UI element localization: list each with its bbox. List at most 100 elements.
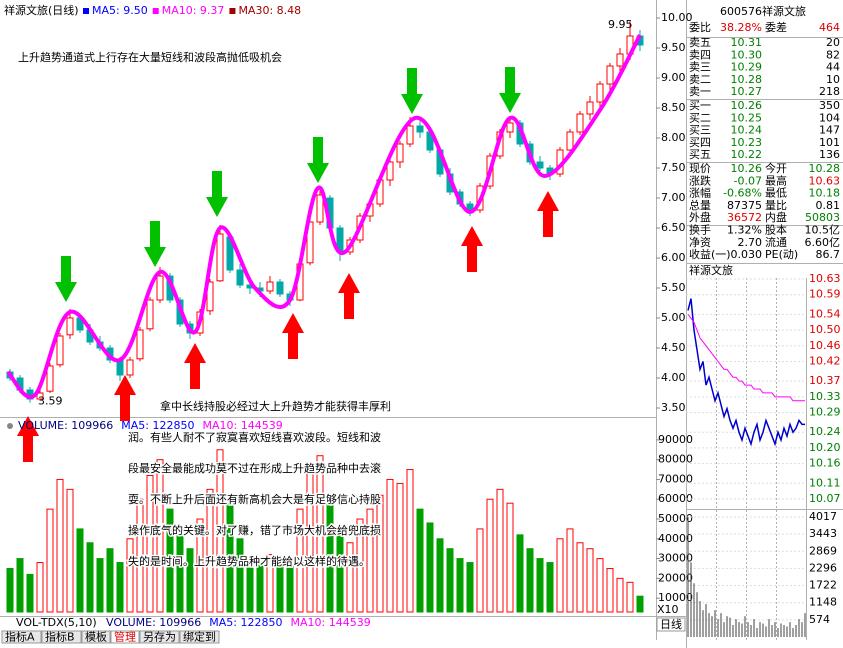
y-tick-label: 10.33 [809,390,841,403]
tab-label[interactable]: 绑定到 [183,630,216,644]
volume-bar [506,502,514,613]
volume-bar [596,558,604,613]
volume-bar [386,478,394,613]
candle-body [216,233,224,282]
tab-label[interactable]: 指标A [5,630,35,644]
volume-bar [56,478,64,613]
tab[interactable] [139,630,180,644]
y-tick-label: 10.16 [809,457,841,470]
sell-arrow [307,137,329,183]
tab-label[interactable]: 指标B [45,630,75,644]
body-line: 段最安全最能成功莫不过在形成上升趋势品种中去滚 [128,461,381,475]
y-tick-label: 9.00 [661,71,686,84]
y-tick-label: 10.11 [809,476,841,489]
row-value: 2.70 [738,236,763,249]
y-tick-label: 5.50 [661,281,686,294]
volume-bar [96,558,104,613]
volume-bar [316,455,324,613]
period-box[interactable] [656,617,686,632]
volume-bar [196,518,204,613]
row-value: 10.18 [809,187,841,200]
tab[interactable] [179,630,220,644]
row-label: 涨跌 [689,173,711,187]
indicator: MA10: 9.37 [162,4,225,17]
y-tick-label: 10.37 [809,374,841,387]
candle-body [126,359,134,376]
volume-bar [136,498,144,613]
indicator: MA5: 9.50 [92,4,148,17]
tab[interactable] [81,630,111,644]
candle-body [146,299,154,330]
indicator: MA30: 8.48 [238,4,301,17]
row-value: 1.32% [727,224,762,237]
row-value: -0.68% [723,187,762,200]
volume-bar [76,528,84,613]
row-value: 0.81 [816,199,841,212]
volume-bar [586,548,594,613]
buy-arrow [461,226,483,272]
volume-bar [456,558,464,613]
volume-bar [326,498,334,613]
indicator-swatch [83,8,89,14]
max-label: 9.95 [608,18,633,31]
tab[interactable] [1,630,42,644]
row-label: 外盘 [689,210,711,224]
volume-bar [266,554,274,613]
tab-label[interactable]: 模板 [85,630,107,644]
trend-overlay [6,34,642,462]
row-label: 最低 [765,187,787,200]
y-tick-label: 10.07 [809,492,841,505]
tab-label[interactable]: 另存为 [143,630,176,644]
candle-body [46,365,54,392]
average-line [687,314,805,402]
volume-bar [396,482,404,613]
candle-body [586,101,594,115]
candle-body [36,392,44,400]
tab-label[interactable]: 管理 [114,630,136,644]
volume-bar [46,508,54,613]
period[interactable]: 日线 [660,617,682,631]
indicator-swatch [229,8,236,14]
row-value: 10.27 [731,85,763,98]
indicator-swatch [152,8,159,14]
candle-body [66,317,74,336]
row-label: 委比 [689,21,711,34]
volume-bar [516,534,524,613]
tab[interactable] [41,630,82,644]
volume-bar [476,528,484,613]
candle-body [416,125,424,133]
sell-arrow [499,67,521,113]
volume-bar [636,595,644,613]
row-value: 50803 [805,211,840,224]
row-value: 86.7 [816,248,841,261]
row-label: 流通 [765,235,787,249]
indicator: VOLUME: 109966 [106,616,201,629]
y-tick-label: 10.63 [809,272,841,285]
volume-bar [216,449,224,613]
row-value: 0.030 [731,248,763,261]
row-volume: 20 [826,36,840,49]
candle-body [236,269,244,286]
volume-bar [436,538,444,613]
volume-bar [66,488,74,613]
tab[interactable] [110,630,140,644]
volume-bar [416,508,424,613]
volume-bar [306,469,314,613]
volume-bar [336,528,344,613]
y-tick-label: 5.00 [661,311,686,324]
candle-body [606,65,614,85]
volume-bar [426,522,434,613]
volume-bar [126,538,134,613]
row-label: 股本 [765,223,787,237]
volume-bar [296,508,304,613]
volume-bar [276,558,284,613]
y-tick-label: 6.50 [661,221,686,234]
body-line: 润。有些人耐不了寂寞喜欢短线喜欢波段。短线和波 [128,430,381,444]
y-tick-label: 10.00 [661,11,693,24]
indicator: MA5: 122850 [121,419,194,432]
y-tick-label: 3443 [809,527,837,540]
row-label: 涨幅 [689,187,711,200]
